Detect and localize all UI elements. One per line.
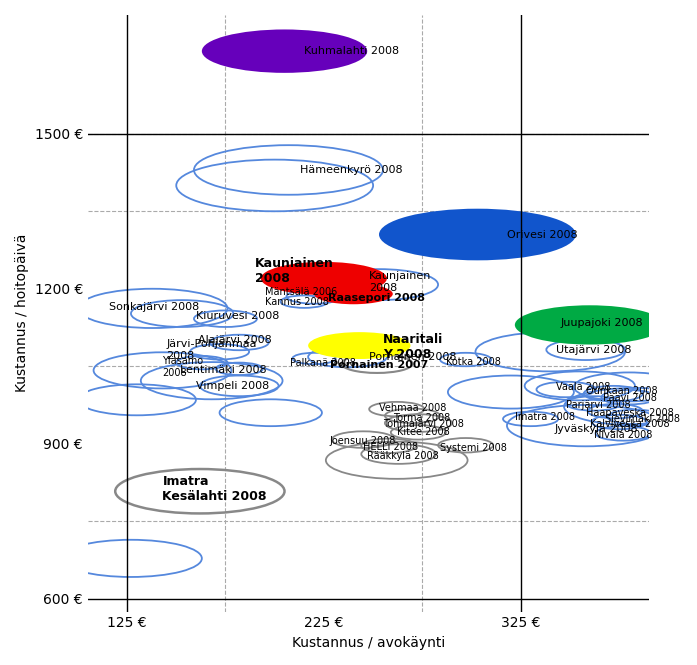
Circle shape bbox=[314, 283, 393, 305]
Text: Palkanä 2008: Palkanä 2008 bbox=[291, 358, 356, 368]
X-axis label: Kustannus / avokäynti: Kustannus / avokäynti bbox=[291, 636, 445, 650]
Text: Kotka 2008: Kotka 2008 bbox=[446, 357, 501, 367]
Circle shape bbox=[202, 29, 367, 73]
Text: Joensuu 2008: Joensuu 2008 bbox=[330, 436, 396, 446]
Text: Imatra
Kesälahti 2008: Imatra Kesälahti 2008 bbox=[162, 475, 267, 503]
Text: Torma 2008: Torma 2008 bbox=[393, 413, 450, 423]
Text: Sonkajärvi 2008: Sonkajärvi 2008 bbox=[109, 302, 199, 312]
Circle shape bbox=[308, 332, 411, 359]
Text: Rääkkylä 2008: Rääkkylä 2008 bbox=[367, 451, 439, 461]
Text: Järvi-Pohjanmaa
2008: Järvi-Pohjanmaa 2008 bbox=[167, 339, 257, 360]
Text: Vehmaa 2008: Vehmaa 2008 bbox=[379, 402, 446, 412]
Y-axis label: Kustannus / hoitopäivä: Kustannus / hoitopäivä bbox=[15, 234, 29, 392]
Text: Kiuruvesi 2008: Kiuruvesi 2008 bbox=[196, 311, 279, 321]
Circle shape bbox=[515, 305, 664, 344]
Text: Kaunjainen
2008: Kaunjainen 2008 bbox=[369, 271, 431, 293]
Text: Hämeenkyrö 2008: Hämeenkyrö 2008 bbox=[300, 165, 403, 175]
Text: Yläsamo
2008: Yläsamo 2008 bbox=[162, 356, 204, 378]
Text: HELLI 2008: HELLI 2008 bbox=[363, 442, 418, 452]
Text: Raasepori 2008: Raasepori 2008 bbox=[328, 293, 425, 303]
Text: Juupajoki 2008: Juupajoki 2008 bbox=[560, 319, 643, 329]
Text: Kannus 2008: Kannus 2008 bbox=[265, 297, 329, 307]
Text: Kitee 2008: Kitee 2008 bbox=[397, 428, 450, 438]
Text: Vaala 2008: Vaala 2008 bbox=[556, 382, 611, 392]
Text: Sievimäki 2008: Sievimäki 2008 bbox=[606, 414, 680, 424]
Text: Vimpeli 2008: Vimpeli 2008 bbox=[196, 381, 269, 391]
Text: Pornainen 2008: Pornainen 2008 bbox=[369, 352, 457, 362]
Text: Parjärvi 2008: Parjärvi 2008 bbox=[566, 400, 631, 410]
Text: Systemi 2008: Systemi 2008 bbox=[440, 443, 507, 453]
Text: Imatra 2008: Imatra 2008 bbox=[515, 412, 575, 422]
Circle shape bbox=[379, 209, 576, 261]
Text: Kauniainen
2008: Kauniainen 2008 bbox=[255, 257, 334, 285]
Text: Pornainen 2007: Pornainen 2007 bbox=[330, 360, 428, 370]
Text: Lentimäki 2008: Lentimäki 2008 bbox=[181, 365, 267, 375]
Text: Nivala 2008: Nivala 2008 bbox=[594, 430, 652, 440]
Text: Ounkaan 2008: Ounkaan 2008 bbox=[585, 386, 657, 396]
Text: Paavi 2008: Paavi 2008 bbox=[604, 393, 657, 403]
Text: Jyväskylä 2008: Jyväskylä 2008 bbox=[554, 424, 638, 434]
Circle shape bbox=[261, 262, 387, 295]
Text: Utajärvi 2008: Utajärvi 2008 bbox=[556, 344, 631, 354]
Text: Tohmajärvi 2008: Tohmajärvi 2008 bbox=[383, 419, 464, 429]
Text: Mäntsälä 2006: Mäntsälä 2006 bbox=[265, 287, 337, 297]
Text: Haapaveska 2008: Haapaveska 2008 bbox=[585, 408, 673, 418]
Text: Kalviveska 2008: Kalviveska 2008 bbox=[590, 419, 669, 429]
Text: Alajärvi 2008: Alajärvi 2008 bbox=[198, 335, 272, 345]
Text: Orivesi 2008: Orivesi 2008 bbox=[507, 229, 578, 239]
Text: Naaritali
Y 2008: Naaritali Y 2008 bbox=[383, 333, 443, 361]
Text: Kuhmalahti 2008: Kuhmalahti 2008 bbox=[304, 46, 399, 56]
